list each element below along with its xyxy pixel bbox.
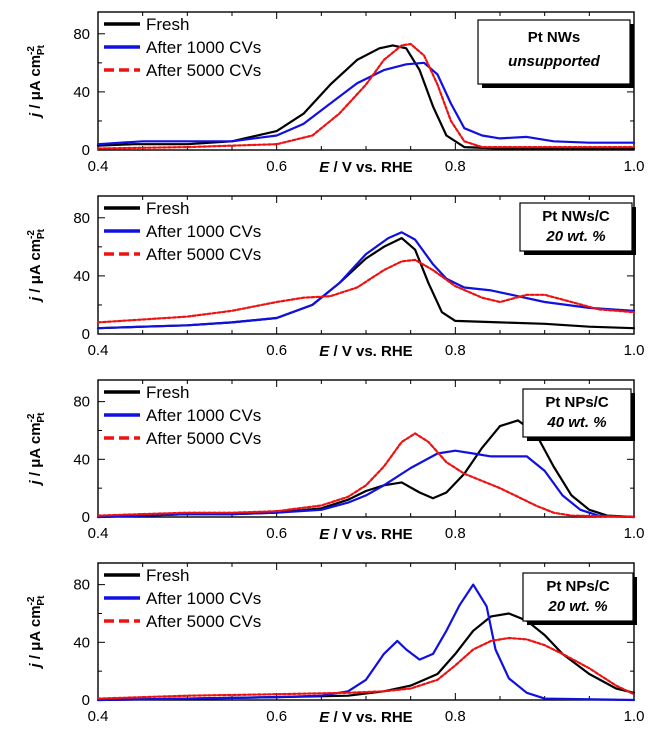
panel-label-line1: Pt NPs/C (546, 578, 610, 595)
x-tick-label: 0.6 (266, 525, 287, 542)
label-box (477, 19, 631, 85)
x-tick-label: 1.0 (624, 525, 645, 542)
x-tick-label: 0.6 (266, 342, 287, 359)
legend-label: After 5000 CVs (146, 61, 261, 80)
x-tick-label: 0.4 (88, 708, 109, 725)
legend-label: Fresh (146, 383, 189, 402)
series-line-after-1000-cvs (96, 449, 636, 519)
x-axis-title: E / V vs. RHE (319, 343, 412, 360)
legend-label: After 1000 CVs (146, 222, 261, 241)
series-line-after-5000-cvs (96, 258, 636, 324)
x-tick-label: 0.8 (445, 158, 466, 175)
y-tick-label: 80 (73, 394, 90, 411)
chart-panel-4: 0.4 0.6 0.8 1.0 0 40 80 Fresh After 1000 CVs Afte… (26, 562, 645, 726)
legend-label: Fresh (146, 566, 189, 585)
y-axis-title: j / μA cm-2Pt (26, 44, 47, 119)
x-tick-label: 0.8 (445, 708, 466, 725)
x-tick-label: 1.0 (624, 342, 645, 359)
y-tick-label: 0 (82, 142, 90, 159)
y-tick-label: 0 (82, 692, 90, 709)
y-tick-label: 0 (82, 326, 90, 343)
y-tick-label: 40 (73, 634, 90, 651)
legend-label: After 1000 CVs (146, 406, 261, 425)
x-axis-title: E / V vs. RHE (319, 709, 412, 726)
chart-panel-2: 0.4 0.6 0.8 1.0 0 40 80 Fresh After 1000 CVs Afte… (26, 195, 645, 360)
legend-label: After 5000 CVs (146, 612, 261, 631)
series-line-after-5000-cvs (96, 42, 636, 150)
y-tick-label: 40 (73, 451, 90, 468)
series-line-after-1000-cvs (96, 583, 636, 702)
panel-label-line2: 20 wt. % (545, 228, 605, 245)
label-box (519, 202, 633, 252)
panel-label-line2: 20 wt. % (547, 598, 607, 615)
x-tick-label: 0.6 (266, 708, 287, 725)
y-tick-label: 40 (73, 84, 90, 101)
x-tick-label: 0.6 (266, 158, 287, 175)
x-axis-title: E / V vs. RHE (319, 526, 412, 543)
x-tick-label: 0.4 (88, 525, 109, 542)
panel-label-line1: Pt NWs/C (542, 208, 610, 225)
series-line-after-5000-cvs (96, 432, 636, 519)
legend-label: Fresh (146, 15, 189, 34)
y-axis-title: j / μA cm-2Pt (26, 412, 47, 487)
label-box (522, 572, 634, 622)
y-tick-label: 80 (73, 210, 90, 227)
panel-label-line2: unsupported (508, 53, 600, 70)
chart-panel-1: 0.4 0.6 0.8 1.0 0 40 80 Fresh After 1000 CVs Afte… (26, 11, 645, 176)
y-tick-label: 0 (82, 509, 90, 526)
series-line-after-5000-cvs (96, 636, 636, 700)
legend-label: After 1000 CVs (146, 38, 261, 57)
label-box (522, 388, 632, 438)
legend-label: After 5000 CVs (146, 429, 261, 448)
x-axis-title: E / V vs. RHE (319, 159, 412, 176)
y-tick-label: 80 (73, 26, 90, 43)
x-tick-label: 0.8 (445, 342, 466, 359)
x-tick-label: 0.4 (88, 342, 109, 359)
legend-label: After 5000 CVs (146, 245, 261, 264)
x-tick-label: 0.4 (88, 158, 109, 175)
x-tick-label: 1.0 (624, 708, 645, 725)
series-line-after-1000-cvs (96, 61, 636, 146)
y-axis-title: j / μA cm-2Pt (26, 228, 47, 303)
panel-label-line2: 40 wt. % (546, 414, 606, 431)
legend-label: After 1000 CVs (146, 589, 261, 608)
panel-label-line1: Pt NPs/C (545, 394, 609, 411)
legend-label: Fresh (146, 199, 189, 218)
y-tick-label: 80 (73, 577, 90, 594)
y-axis-title: j / μA cm-2Pt (26, 595, 47, 670)
y-tick-label: 40 (73, 268, 90, 285)
chart-panel-3: 0.4 0.6 0.8 1.0 0 40 80 Fresh After 1000 CVs Afte… (26, 379, 645, 543)
x-tick-label: 1.0 (624, 158, 645, 175)
x-tick-label: 0.8 (445, 525, 466, 542)
panel-label-line1: Pt NWs (528, 29, 581, 46)
